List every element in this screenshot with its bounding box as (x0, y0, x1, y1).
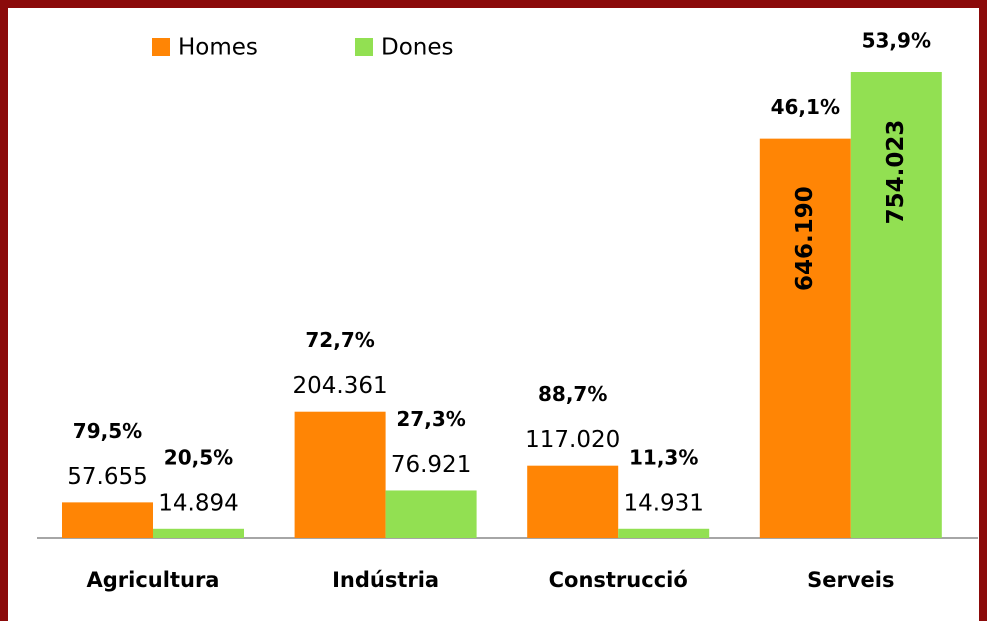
bar (618, 528, 710, 538)
value-label: 57.655 (67, 464, 147, 490)
bar (62, 502, 153, 538)
value-label: 14.931 (623, 490, 703, 516)
legend-label: Homes (178, 35, 258, 61)
x-tick-label: Indústria (332, 568, 439, 592)
percent-label: 11,3% (629, 445, 698, 469)
legend-label: Dones (381, 35, 454, 61)
value-label: 754.023 (883, 120, 909, 225)
bar (527, 465, 619, 538)
percent-label: 88,7% (538, 382, 607, 406)
value-label: 204.361 (293, 373, 388, 399)
x-tick-label: Serveis (807, 568, 894, 592)
percent-label: 27,3% (396, 407, 465, 431)
bar (850, 72, 942, 538)
value-label: 76.921 (391, 452, 471, 478)
x-tick-label: Construcció (549, 568, 688, 592)
percent-label: 46,1% (771, 95, 840, 119)
bar (385, 490, 477, 538)
percent-label: 79,5% (73, 419, 142, 443)
percent-label: 53,9% (862, 29, 931, 53)
legend-swatch (355, 38, 373, 56)
bar (759, 138, 851, 538)
percent-label: 20,5% (164, 445, 233, 469)
x-tick-label: Agricultura (87, 568, 220, 592)
bar (294, 411, 386, 538)
legend-swatch (152, 38, 170, 56)
percent-label: 72,7% (305, 328, 374, 352)
value-label: 14.894 (158, 490, 238, 516)
value-label: 646.190 (792, 186, 818, 291)
value-label: 117.020 (525, 427, 620, 453)
bar (153, 528, 244, 538)
